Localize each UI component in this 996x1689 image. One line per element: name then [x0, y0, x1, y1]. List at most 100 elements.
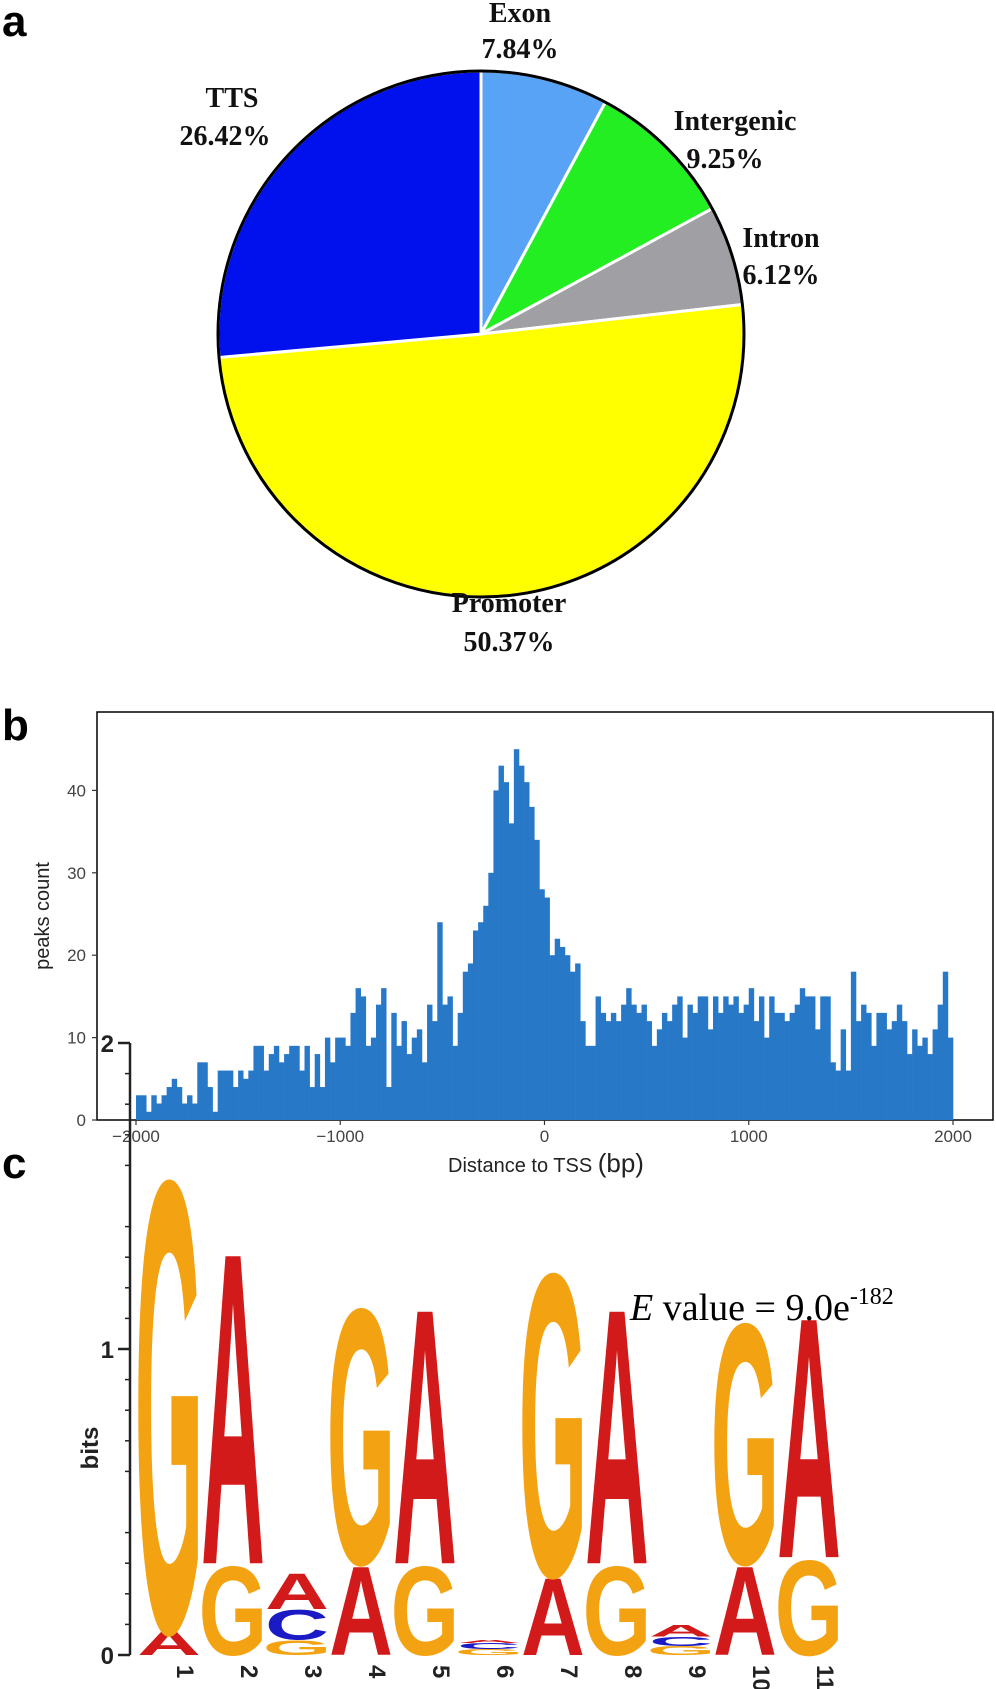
- logo-letter-g: G: [711, 1254, 780, 1638]
- histogram-bar: [330, 1062, 336, 1120]
- histogram-bar: [753, 1021, 760, 1120]
- histogram-bar: [370, 1037, 377, 1120]
- logo-letter-a: A: [521, 1556, 585, 1680]
- histogram-bar: [713, 996, 719, 1120]
- histogram-bar: [467, 963, 474, 1120]
- histogram-bar: [774, 1012, 780, 1120]
- histogram-bar: [503, 782, 510, 1120]
- histogram-bar: [391, 1012, 397, 1120]
- x-axis-unit: (bp): [598, 1148, 644, 1178]
- histogram-bar: [202, 1062, 208, 1120]
- histogram-bar: [355, 988, 361, 1120]
- histogram-bar: [447, 996, 453, 1120]
- histogram-bar: [789, 1012, 796, 1120]
- histogram-bar: [564, 955, 571, 1120]
- histogram-bar: [381, 988, 387, 1120]
- histogram-bar: [212, 1111, 218, 1120]
- histogram-bar: [610, 1012, 617, 1120]
- histogram-bar: [641, 1004, 647, 1120]
- x-tick-label: 0: [540, 1127, 549, 1146]
- logo-position-label: 4: [363, 1665, 390, 1679]
- histogram-bar: [585, 1045, 591, 1120]
- slice-label-tts-name: TTS: [206, 83, 259, 114]
- histogram-bar: [457, 1012, 464, 1120]
- histogram-bar: [876, 1012, 882, 1120]
- logo-letter-a: A: [457, 1639, 521, 1644]
- histogram-bar: [498, 765, 504, 1120]
- histogram-bar: [421, 1062, 428, 1120]
- slice-label-intergenic-name: Intergenic: [674, 106, 797, 137]
- histogram-bar: [171, 1078, 178, 1120]
- logo-position-label: 7: [555, 1665, 582, 1678]
- histogram-bar: [360, 996, 367, 1120]
- histogram-bar: [702, 996, 709, 1120]
- logo-letter-g: G: [455, 1647, 524, 1656]
- histogram-bar: [263, 1070, 270, 1120]
- logo-letter-a: A: [265, 1564, 329, 1621]
- logo-letter-a: A: [329, 1541, 393, 1683]
- histogram-bar: [314, 1054, 321, 1120]
- histogram-bar: [784, 1021, 790, 1120]
- histogram-bar: [723, 996, 729, 1120]
- histogram-bar: [273, 1045, 280, 1120]
- logo-letter-g: G: [647, 1644, 716, 1658]
- y-tick-label: 10: [67, 1029, 86, 1048]
- histogram-x-title: Distance to TSS (bp): [448, 1148, 644, 1178]
- histogram-bar: [927, 1054, 933, 1120]
- histogram-bar: [161, 1095, 167, 1120]
- histogram-bar: [825, 996, 831, 1120]
- histogram-bar: [416, 1029, 423, 1120]
- histogram-bar: [539, 889, 545, 1120]
- logo-letter-a: A: [713, 1541, 777, 1683]
- histogram-bar: [319, 1087, 326, 1120]
- histogram-bar: [922, 1037, 928, 1120]
- histogram-bar: [176, 1087, 183, 1120]
- histogram-bar: [324, 1037, 331, 1120]
- slice-label-intron-name: Intron: [742, 223, 820, 254]
- histogram-bar: [238, 1070, 244, 1120]
- histogram-bar: [452, 1045, 458, 1120]
- histogram-bar: [294, 1045, 300, 1120]
- histogram-bar: [917, 1045, 923, 1120]
- histogram-bar: [559, 946, 566, 1120]
- logo-letter-g: G: [135, 1046, 204, 1689]
- histogram-bar: [636, 1012, 642, 1120]
- histogram-bar: [518, 765, 525, 1120]
- histogram-bar: [840, 1029, 847, 1120]
- slice-label-tts-value: 26.42%: [180, 121, 271, 152]
- histogram-bar: [141, 1095, 147, 1120]
- x-tick-label: −1000: [316, 1127, 364, 1146]
- histogram-bar: [907, 1054, 913, 1120]
- histogram-bar: [626, 988, 632, 1120]
- histogram-bar: [845, 1070, 852, 1120]
- histogram-bar: [268, 1054, 275, 1120]
- histogram-bar: [799, 988, 806, 1120]
- y-tick-label: 30: [67, 864, 86, 883]
- x-tick-label: 2000: [934, 1127, 972, 1146]
- slice-label-promoter-value: 50.37%: [464, 627, 555, 658]
- y-tick-label: 40: [67, 781, 86, 800]
- logo-letter-a: A: [137, 1624, 201, 1662]
- panel-label-b: b: [2, 701, 29, 750]
- slice-label-exon-name: Exon: [489, 0, 552, 29]
- logo-position-label: 1: [171, 1665, 198, 1678]
- slice-label-intergenic-value: 9.25%: [687, 144, 764, 175]
- histogram-bar: [835, 1070, 841, 1120]
- histogram-bar: [513, 749, 520, 1120]
- histogram-bar: [748, 988, 755, 1120]
- histogram-bar: [207, 1087, 213, 1120]
- histogram-bar: [488, 872, 494, 1120]
- histogram-bar: [891, 1021, 898, 1120]
- histogram-bar: [227, 1070, 234, 1120]
- histogram-bar: [677, 996, 683, 1120]
- logo-position-label: 6: [491, 1665, 518, 1678]
- histogram-bar: [687, 1004, 693, 1120]
- histogram-bar: [248, 1070, 254, 1120]
- histogram-bar: [580, 1021, 586, 1120]
- histogram-bar: [437, 922, 443, 1120]
- histogram-bar: [345, 1045, 351, 1120]
- histogram-bar: [830, 1062, 836, 1120]
- logo-letter-c: C: [265, 1601, 329, 1649]
- histogram-bar: [166, 1087, 173, 1120]
- logo-position-label: 5: [427, 1665, 454, 1678]
